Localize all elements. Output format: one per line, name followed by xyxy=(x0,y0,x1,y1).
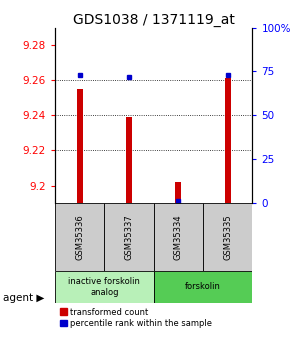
Bar xyxy=(175,182,181,203)
Title: GDS1038 / 1371119_at: GDS1038 / 1371119_at xyxy=(73,12,235,27)
Legend: transformed count, percentile rank within the sample: transformed count, percentile rank withi… xyxy=(59,307,213,329)
Text: forskolin: forskolin xyxy=(185,283,221,292)
Bar xyxy=(203,203,252,272)
Bar xyxy=(77,89,83,203)
Bar xyxy=(154,272,252,303)
Bar xyxy=(104,203,154,272)
Text: GSM35337: GSM35337 xyxy=(124,214,134,260)
Bar xyxy=(55,272,154,303)
Text: GSM35334: GSM35334 xyxy=(174,214,183,260)
Bar xyxy=(225,79,231,203)
Bar xyxy=(55,203,104,272)
Text: GSM35335: GSM35335 xyxy=(223,214,232,260)
Text: inactive forskolin
analog: inactive forskolin analog xyxy=(68,277,140,297)
Bar xyxy=(126,117,132,203)
Text: agent ▶: agent ▶ xyxy=(3,294,44,303)
Text: GSM35336: GSM35336 xyxy=(75,214,84,260)
Bar xyxy=(154,203,203,272)
